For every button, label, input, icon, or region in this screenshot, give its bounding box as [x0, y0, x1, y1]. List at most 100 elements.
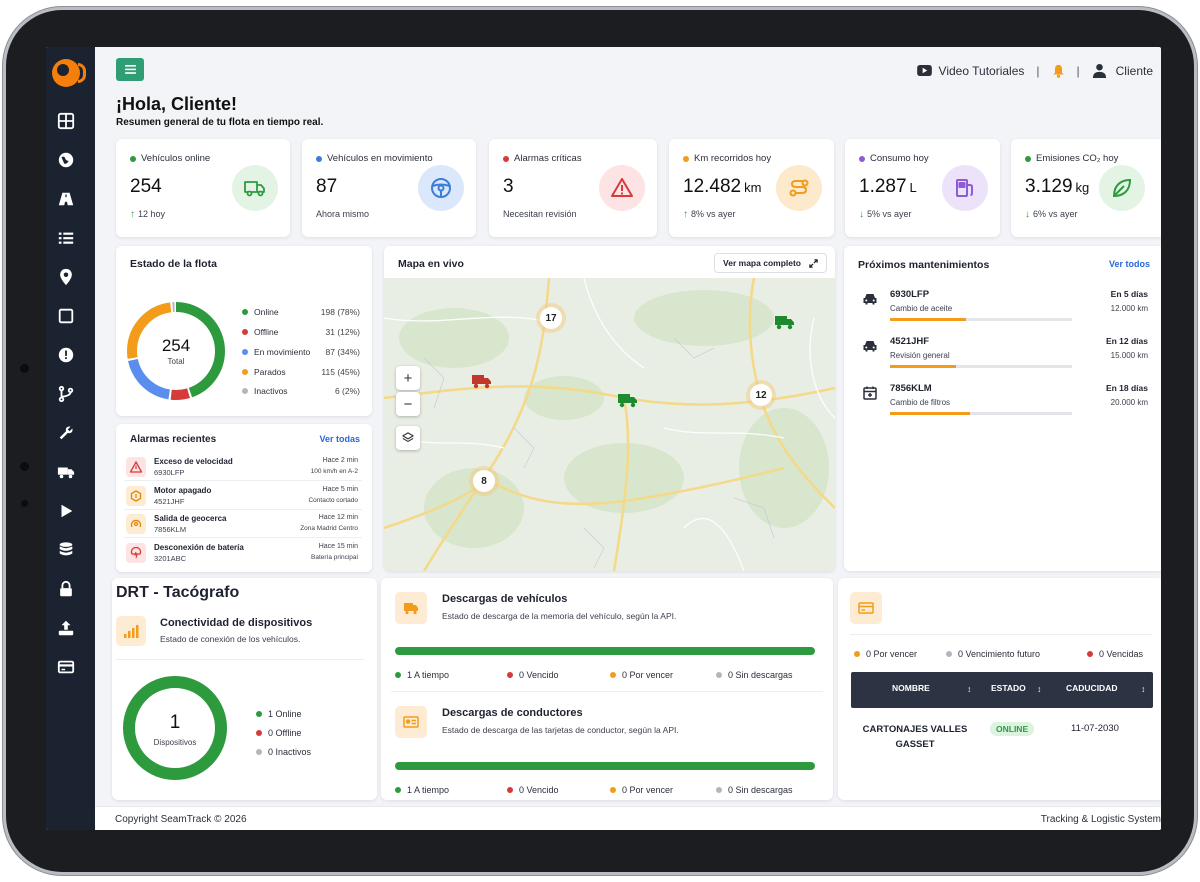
legend-dot [256, 711, 262, 717]
legend-label: 0 Offline [268, 728, 302, 738]
layers-button[interactable] [396, 426, 420, 450]
bell-icon[interactable] [1052, 64, 1065, 78]
car-icon [863, 294, 877, 305]
kpi-number: 3 [503, 176, 514, 197]
zoom-in-button[interactable]: + [396, 366, 420, 390]
maintenance-row[interactable]: 4521JHF Revisión general En 12 días 15.0… [858, 332, 1148, 376]
kpi-value: 12.482 km [683, 176, 761, 198]
trend-down-icon: ↓ [1025, 209, 1030, 220]
maintenance-days: En 12 días [1105, 336, 1148, 346]
maintenance-km: 20.000 km [1110, 398, 1148, 407]
kpi-number: 3.129 [1025, 176, 1073, 197]
youtube-icon [916, 65, 932, 76]
fuel-icon [942, 165, 988, 211]
maintenance-desc: Cambio de filtros [890, 398, 951, 407]
kpi-label: Emisiones CO₂ hoy [1025, 153, 1118, 164]
vehicle-marker-green-truck-icon[interactable] [617, 392, 639, 408]
menu-toggle-button[interactable] [116, 58, 144, 81]
list-icon[interactable] [56, 228, 76, 248]
credit-card-icon[interactable] [56, 657, 76, 677]
truck-icon[interactable] [56, 462, 76, 482]
wrench-icon[interactable] [56, 423, 76, 443]
alarm-row[interactable]: Exceso de velocidad 6930LFP Hace 2 min 1… [124, 455, 362, 481]
vehicle-marker-green-truck-icon[interactable] [774, 314, 796, 330]
alarms-view-all-link[interactable]: Ver todas [319, 434, 360, 444]
upload-icon[interactable] [56, 618, 76, 638]
driver-downloads-progress [395, 762, 815, 770]
footer-tagline: Tracking & Logistic System [1040, 814, 1161, 825]
alarm-time: Hace 12 min [318, 514, 358, 521]
kpi-card-emissions[interactable]: Emisiones CO₂ hoy 3.129 kg ↓ 6% vs ayer [1011, 139, 1161, 237]
legend-label: 1 Online [268, 709, 302, 719]
fleet-legend-moving: En movimiento 87 (34%) [242, 347, 360, 357]
sort-icon[interactable]: ↕ [967, 684, 972, 694]
live-map-title: Mapa en vivo [398, 258, 464, 270]
vehicle-downloads-progress [395, 647, 815, 655]
alert-circle-icon[interactable] [56, 345, 76, 365]
kpi-card-fuel[interactable]: Consumo hoy 1.287 L ↓ 5% vs ayer [845, 139, 1000, 237]
legend-dot [256, 730, 262, 736]
alarm-title: Salida de geocerca [154, 514, 227, 523]
live-map-card: Mapa en vivo Ver mapa completo [384, 246, 835, 571]
legend-label: 1 A tiempo [407, 785, 450, 795]
road-icon[interactable] [56, 189, 76, 209]
maintenance-view-all-link[interactable]: Ver todos [1108, 259, 1150, 269]
location-pin-icon[interactable] [56, 267, 76, 287]
kpi-card-online[interactable]: Vehículos online 254 ↑ 12 hoy [116, 139, 290, 237]
sort-icon[interactable]: ↕ [1141, 684, 1146, 694]
alarm-row[interactable]: Desconexión de batería 3201ABC Hace 15 m… [124, 541, 362, 567]
kpi-card-km[interactable]: Km recorridos hoy 12.482 km ↑ 8% vs ayer [669, 139, 834, 237]
legend-label: 0 Por vencer [622, 785, 674, 795]
legend-dot [242, 329, 248, 335]
lock-icon[interactable] [56, 579, 76, 599]
seamtrack-logo[interactable] [52, 59, 86, 87]
maintenance-days: En 5 días [1110, 289, 1148, 299]
column-header-name[interactable]: NOMBRE [892, 683, 930, 693]
column-header-expiry[interactable]: CADUCIDAD [1066, 683, 1118, 693]
credit-card-icon [850, 592, 882, 624]
database-icon[interactable] [56, 540, 76, 560]
legend-label: Offline [254, 327, 279, 337]
dashboard-icon[interactable] [56, 111, 76, 131]
vehicle-downloads-title: Descargas de vehículos [442, 593, 568, 605]
status-dot [316, 155, 322, 162]
branch-icon[interactable] [56, 384, 76, 404]
sort-icon[interactable]: ↕ [1037, 684, 1042, 694]
vehicle-legend-ontime: 1 A tiempo [395, 670, 449, 680]
table-row[interactable]: CARTONAJES VALLES GASSET ONLINE 11-07-20… [851, 708, 1153, 754]
alarm-time: Hace 15 min [318, 543, 358, 550]
video-tutorials-link[interactable]: Video Tutoriales [916, 64, 1024, 78]
page-title: ¡Hola, Cliente! [116, 94, 238, 114]
kpi-card-alarms[interactable]: Alarmas críticas 3 Necesitan revisión [489, 139, 657, 237]
alarm-time: Hace 5 min [322, 486, 358, 493]
zoom-out-button[interactable]: − [396, 392, 420, 416]
maintenance-row[interactable]: 6930LFP Cambio de aceite En 5 días 12.00… [858, 285, 1148, 329]
status-dot [859, 155, 865, 162]
square-icon[interactable] [56, 306, 76, 326]
trend-up-icon: ↑ [683, 209, 688, 220]
alarm-row[interactable]: Motor apagado 4521JHF Hace 5 min Contact… [124, 484, 362, 510]
map-canvas[interactable]: + − 17 12 8 [384, 278, 835, 571]
divider [850, 634, 1152, 635]
cards-legend-future: 0 Vencimiento futuro [946, 649, 1040, 659]
kpi-number: 87 [316, 176, 338, 197]
legend-value: 6 (2%) [334, 386, 360, 396]
vehicle-marker-red-truck-icon[interactable] [471, 373, 493, 389]
alarm-row[interactable]: Salida de geocerca 7856KLM Hace 12 min Z… [124, 512, 362, 538]
kpi-card-moving[interactable]: Vehículos en movimiento 87 Ahora mismo [302, 139, 476, 237]
map-cluster[interactable]: 17 [536, 303, 566, 333]
globe-icon[interactable] [56, 150, 76, 170]
cards-expiry-card: 0 Por vencer 0 Vencimiento futuro 0 Venc… [838, 578, 1161, 800]
map-cluster[interactable]: 8 [469, 466, 499, 496]
play-icon[interactable] [56, 501, 76, 521]
fleet-donut-chart [127, 302, 225, 400]
maintenance-row[interactable]: 7856KLM Cambio de filtros En 18 días 20.… [858, 379, 1148, 423]
user-menu[interactable]: Cliente [1092, 63, 1153, 78]
legend-label: 0 Por vencer [622, 670, 674, 680]
main-content: Video Tutoriales | | Cliente ¡Hola, Clie… [95, 47, 1161, 830]
map-cluster[interactable]: 12 [746, 380, 776, 410]
full-map-button[interactable]: Ver mapa completo [714, 253, 827, 273]
maintenance-progress [890, 365, 1072, 368]
column-header-status[interactable]: ESTADO [991, 683, 1026, 693]
recent-alarms-card: Alarmas recientes Ver todas Exceso de ve… [116, 424, 372, 572]
